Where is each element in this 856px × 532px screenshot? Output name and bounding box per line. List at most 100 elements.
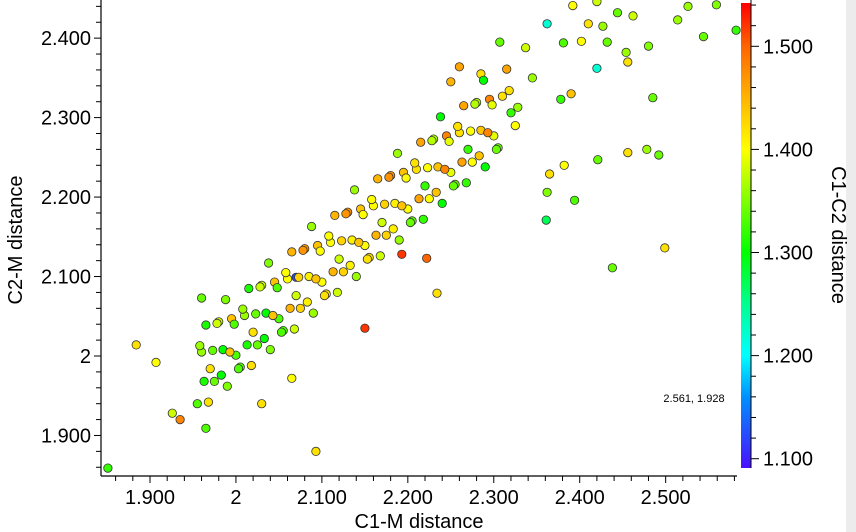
x-tick-label: 1.900 [125, 487, 175, 509]
data-point [480, 162, 490, 172]
data-point [242, 340, 252, 350]
data-point [520, 43, 531, 53]
x-tick-label: 2.200 [383, 487, 433, 509]
data-point [731, 25, 741, 35]
data-point [360, 323, 370, 333]
x-tick-label: 2.100 [297, 487, 347, 509]
data-point [252, 340, 262, 350]
data-point [463, 144, 473, 154]
data-point [453, 121, 463, 132]
data-point [379, 199, 390, 209]
data-point [541, 215, 551, 225]
data-point [233, 364, 244, 374]
data-point [420, 181, 430, 191]
data-point [592, 63, 602, 73]
data-point [308, 308, 318, 318]
data-point [478, 75, 489, 85]
data-point [330, 210, 340, 220]
cursor-readout: 2.561, 1.928 [663, 393, 724, 405]
data-point [497, 91, 507, 101]
data-point [251, 309, 261, 319]
y-tick-label: 2.200 [41, 187, 91, 209]
data-point [199, 376, 209, 386]
data-point [332, 287, 342, 297]
data-point [440, 164, 450, 174]
data-point [336, 236, 347, 246]
data-point [287, 373, 297, 383]
data-point [643, 41, 654, 51]
data-point [345, 260, 355, 270]
data-point [255, 282, 265, 292]
data-point [467, 157, 477, 167]
data-point [506, 108, 516, 118]
data-point [294, 272, 304, 282]
data-point [208, 345, 218, 355]
colorbar-title: C1-C2 distance [827, 166, 849, 304]
data-point [593, 155, 603, 165]
data-point [151, 357, 161, 367]
data-point [422, 163, 433, 173]
data-point [246, 360, 256, 371]
data-point [298, 245, 308, 255]
data-point [167, 408, 177, 418]
data-point [201, 320, 211, 330]
data-point [432, 288, 442, 298]
data-point [454, 62, 464, 72]
data-point [410, 158, 420, 168]
data-point [612, 8, 623, 18]
x-axis-title: C1-M distance [355, 511, 484, 532]
data-point [238, 304, 248, 314]
data-point [349, 185, 360, 195]
data-point [354, 237, 364, 247]
data-point [660, 243, 670, 253]
data-point [295, 303, 305, 313]
data-point [229, 319, 239, 329]
data-point [623, 148, 633, 158]
data-point [397, 249, 407, 259]
data-point [424, 194, 434, 204]
points-layer [103, 0, 741, 473]
data-point [556, 94, 566, 104]
data-point [291, 290, 301, 301]
data-point [394, 235, 404, 245]
data-point [131, 340, 141, 350]
data-point [272, 283, 282, 293]
data-point [397, 201, 407, 211]
data-point [263, 258, 274, 268]
data-point [175, 414, 185, 425]
data-point [448, 181, 458, 191]
data-point [311, 274, 321, 284]
data-point [435, 112, 446, 122]
data-point [602, 37, 612, 47]
data-point [698, 31, 709, 42]
data-point [315, 246, 325, 256]
data-point [311, 446, 321, 456]
data-point [510, 121, 520, 131]
data-point [373, 174, 383, 184]
y-tick-label: 2.400 [41, 28, 91, 50]
data-point [654, 150, 664, 160]
data-point [437, 198, 447, 208]
data-point [401, 173, 411, 183]
data-point [221, 294, 231, 305]
data-point [491, 144, 501, 154]
data-point [623, 57, 633, 67]
data-point [375, 251, 385, 261]
data-point [197, 293, 207, 303]
data-point [103, 463, 113, 473]
data-point [384, 172, 394, 182]
data-point [216, 370, 226, 380]
data-point [225, 347, 235, 357]
data-point [418, 214, 428, 224]
data-point [259, 333, 269, 344]
data-point [673, 15, 683, 25]
data-point [334, 254, 344, 264]
axes: 1.900 2 2.100 2.200 2.300 2.400 2.500 1.900 2 2.1… [41, 0, 737, 509]
data-point [621, 47, 631, 58]
data-point [648, 93, 658, 103]
data-point [338, 267, 348, 277]
colorbar-tick-label: 1.400 [763, 139, 813, 161]
data-point [405, 217, 415, 228]
data-point [377, 217, 387, 228]
x-tick-label: 2.400 [555, 487, 605, 509]
